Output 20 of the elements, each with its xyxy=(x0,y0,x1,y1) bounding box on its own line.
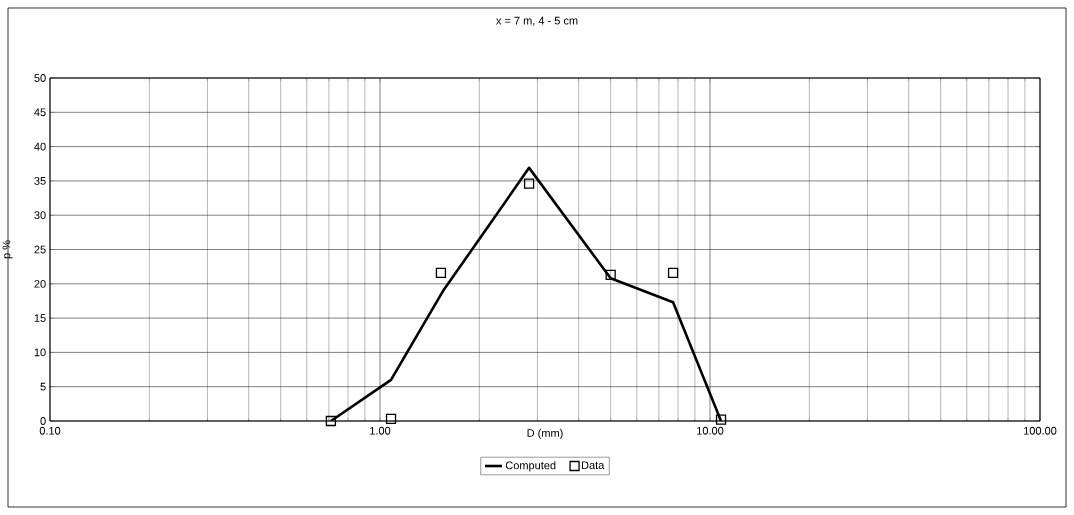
x-tick-label: 0.10 xyxy=(39,426,61,435)
y-tick-label: 35 xyxy=(34,177,46,185)
legend-label: Computed xyxy=(505,461,556,472)
y-tick-label: 10 xyxy=(34,348,46,357)
y-tick-label: 40 xyxy=(34,142,46,151)
x-tick-label: 1.00 xyxy=(370,426,391,435)
y-tick-label: 30 xyxy=(34,211,46,220)
y-tick-label: 45 xyxy=(34,108,46,117)
chart-title: x = 7 m, 4 - 5 cm xyxy=(496,16,578,26)
y-tick-label: 50 xyxy=(34,74,46,82)
x-tick-label: 10.00 xyxy=(697,426,724,435)
y-tick-label: 15 xyxy=(34,314,46,322)
legend-label: Data xyxy=(581,461,605,470)
y-tick-label: 25 xyxy=(34,245,46,254)
y-tick-label: 20 xyxy=(34,279,46,288)
y-axis-title: p % xyxy=(2,240,13,259)
y-tick-label: 0 xyxy=(40,417,46,425)
y-tick-label: 5 xyxy=(40,382,46,391)
x-axis-title: D (mm) xyxy=(527,428,563,440)
x-tick-label: 100.00 xyxy=(1024,426,1057,435)
